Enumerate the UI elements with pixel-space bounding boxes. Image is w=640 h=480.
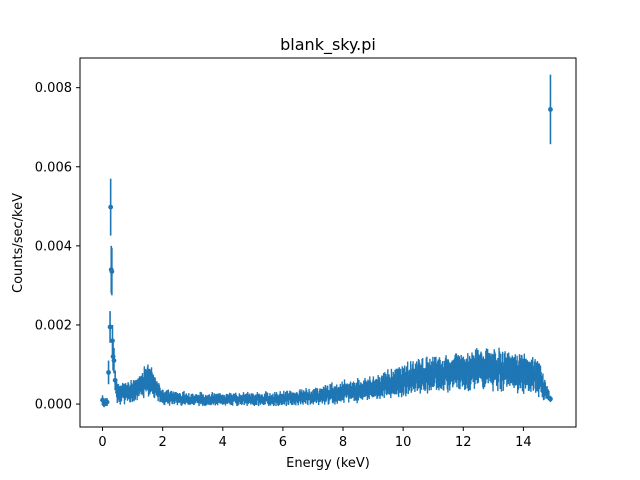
data-point (220, 394, 226, 405)
data-point (548, 395, 553, 403)
point-marker (400, 377, 406, 383)
point-marker (109, 269, 115, 274)
data-point (107, 311, 113, 343)
data-point (130, 384, 136, 401)
data-series (100, 74, 553, 408)
data-point (122, 384, 128, 401)
point-marker (190, 396, 196, 402)
point-marker (115, 389, 120, 395)
point-marker (220, 396, 226, 402)
point-marker (111, 358, 117, 363)
x-axis: 0 2 4 6 8 10 12 14 (98, 427, 532, 450)
y-tick-label: 0.002 (35, 318, 72, 333)
data-point (115, 384, 120, 401)
data-point (536, 363, 541, 390)
data-point (490, 354, 496, 383)
x-tick-label: 8 (339, 435, 347, 450)
data-point (250, 394, 256, 405)
point-marker (106, 370, 111, 375)
point-marker (385, 381, 391, 387)
data-point (385, 374, 391, 395)
data-point (145, 366, 151, 391)
point-marker (370, 385, 376, 391)
point-marker (250, 396, 256, 402)
x-tick-label: 4 (219, 435, 227, 450)
x-tick-label: 14 (515, 435, 532, 450)
point-marker (310, 393, 316, 399)
data-point (280, 393, 286, 405)
x-tick-label: 10 (395, 435, 412, 450)
data-point (400, 368, 406, 393)
data-point (104, 398, 110, 407)
data-point (475, 354, 481, 383)
data-point (430, 361, 436, 388)
point-marker (430, 371, 436, 377)
point-marker (280, 396, 286, 402)
point-marker (460, 368, 466, 373)
data-point (310, 390, 316, 403)
chart-title: blank_sky.pi (280, 35, 376, 55)
y-axis: 0.000 0.002 0.004 0.006 0.008 (35, 81, 80, 413)
point-marker (536, 373, 541, 379)
axes-frame (79, 57, 577, 428)
data-point (111, 347, 117, 374)
point-marker (548, 396, 553, 402)
point-marker (160, 394, 166, 400)
data-point (112, 370, 118, 391)
point-marker (415, 373, 421, 379)
data-point (505, 356, 511, 385)
point-marker (122, 389, 128, 395)
data-point (460, 356, 466, 385)
y-tick-label: 0.008 (35, 81, 72, 96)
x-tick-label: 2 (159, 435, 167, 450)
point-marker (548, 107, 553, 112)
x-axis-label: Energy (keV) (286, 456, 370, 471)
point-marker (107, 324, 113, 330)
data-point (190, 394, 196, 405)
point-marker (130, 389, 136, 395)
data-point (355, 382, 361, 399)
data-point (548, 74, 553, 145)
data-point (106, 360, 111, 385)
point-marker (490, 366, 496, 371)
data-point (520, 358, 526, 387)
point-marker (445, 370, 451, 375)
point-marker (340, 389, 346, 395)
x-tick-label: 12 (455, 435, 472, 450)
data-point (370, 379, 376, 397)
point-marker (108, 204, 114, 210)
x-tick-label: 6 (279, 435, 287, 450)
data-point (445, 359, 451, 386)
y-tick-label: 0.004 (35, 239, 72, 254)
point-marker (112, 377, 118, 383)
point-marker (355, 387, 361, 393)
point-marker (520, 370, 526, 375)
data-point (109, 247, 115, 296)
point-marker (104, 399, 110, 405)
data-point (340, 384, 346, 401)
x-tick-label: 0 (98, 435, 106, 450)
y-axis-label: Counts/sec/keV (11, 193, 26, 293)
plot-area (79, 57, 577, 428)
y-tick-label: 0.006 (35, 160, 72, 175)
data-point (108, 178, 114, 236)
point-marker (110, 338, 115, 344)
point-marker (145, 375, 151, 381)
point-marker (505, 368, 511, 373)
point-marker (475, 366, 481, 371)
y-tick-label: 0.000 (35, 398, 72, 413)
data-point (160, 391, 166, 403)
data-point (415, 364, 421, 389)
